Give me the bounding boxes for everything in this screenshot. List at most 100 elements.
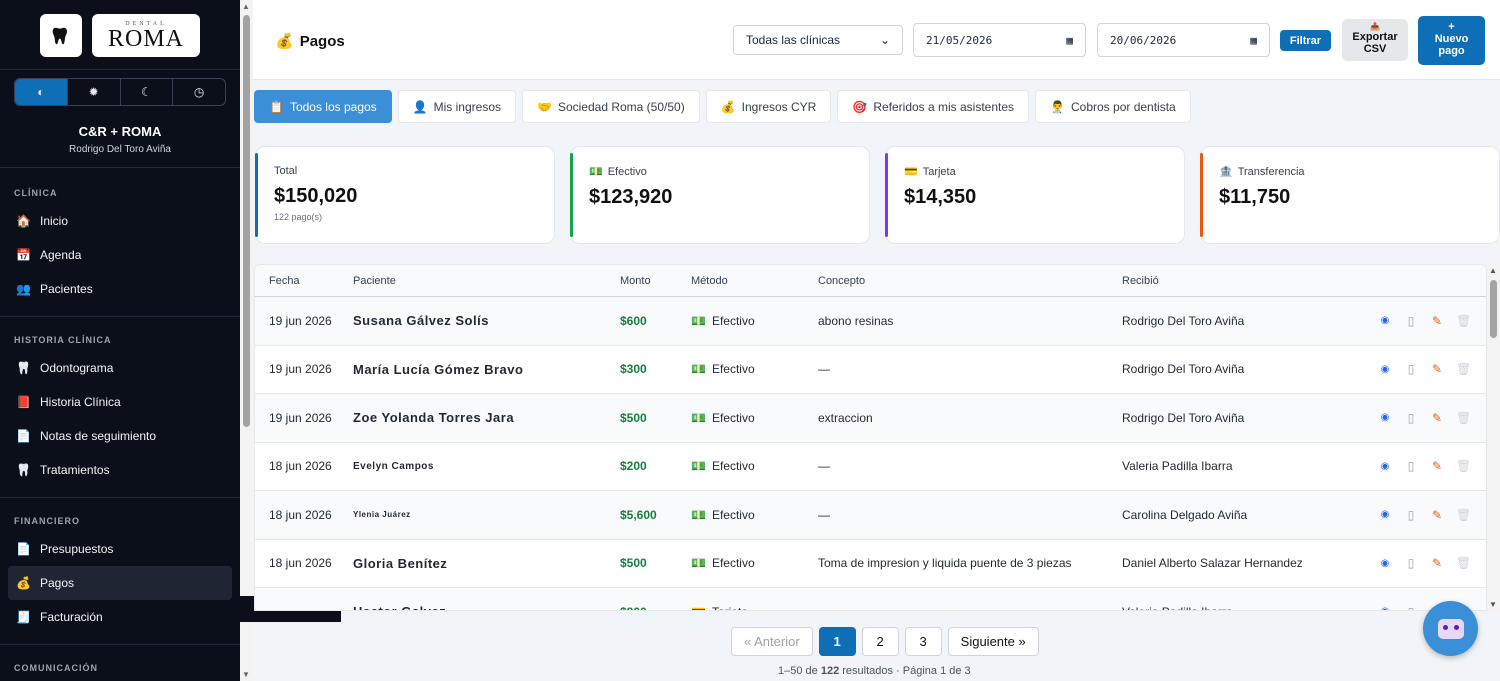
- trash-icon[interactable]: 🗑: [1456, 459, 1472, 474]
- sidebar-item-presupuestos[interactable]: 📄 Presupuestos: [0, 532, 240, 566]
- cell-paciente[interactable]: Gloria Benítez: [353, 555, 448, 571]
- prev-page-button[interactable]: « Anterior: [731, 627, 813, 656]
- tooth-logo[interactable]: [40, 14, 82, 57]
- receipt-icon[interactable]: ▯: [1407, 556, 1415, 571]
- export-csv-button[interactable]: 📤 Exportar CSV: [1342, 19, 1408, 61]
- table-row[interactable]: 18 jun 2026 Evelyn Campos $200 💵 Efectivo…: [255, 443, 1486, 491]
- header-monto[interactable]: Monto: [620, 274, 651, 287]
- date-from-input[interactable]: 21/05/2026 ▦: [913, 23, 1086, 57]
- scroll-down-icon[interactable]: ▼: [242, 670, 250, 679]
- trash-icon[interactable]: 🗑: [1456, 362, 1472, 377]
- sidebar-item-pagos[interactable]: 💰 Pagos: [8, 566, 232, 600]
- sidebar-item-pacientes[interactable]: 👥 Pacientes: [0, 272, 240, 306]
- view-icon[interactable]: ◉: [1380, 509, 1390, 521]
- edit-pencil-icon[interactable]: ✎: [1431, 410, 1443, 425]
- scroll-down-icon[interactable]: ▼: [1489, 600, 1497, 609]
- table-row[interactable]: 19 jun 2026 Zoe Yolanda Torres Jara $500…: [255, 394, 1486, 443]
- scrollbar-thumb[interactable]: [243, 15, 250, 427]
- header-concepto[interactable]: Concepto: [818, 274, 866, 287]
- table-row[interactable]: 19 jun 2026 Susana Gálvez Solís $600 💵 Ef…: [255, 297, 1486, 346]
- sidebar-item-facturacion[interactable]: 🧾 Facturación: [0, 600, 240, 634]
- sidebar-scrollbar[interactable]: ▲ ▼: [240, 0, 253, 681]
- tab-cobros-dentista[interactable]: 👨‍⚕️ Cobros por dentista: [1035, 90, 1191, 123]
- cell-paciente[interactable]: Zoe Yolanda Torres Jara: [353, 410, 515, 426]
- cell-paciente[interactable]: Evelyn Campos: [353, 460, 434, 472]
- cell-metodo: 💵 Efectivo: [691, 362, 755, 377]
- table-row[interactable]: 18 jun 2026 Ylenia Juárez $5,600 💵 Efecti…: [255, 491, 1486, 540]
- table-row[interactable]: 18 jun 2026 Gloria Benítez $500 💵 Efectiv…: [255, 540, 1486, 588]
- theme-dark-button[interactable]: ☾: [121, 79, 174, 105]
- header-recibio[interactable]: Recibió: [1122, 274, 1159, 287]
- receipt-icon[interactable]: ▯: [1407, 507, 1415, 522]
- view-icon[interactable]: ◉: [1380, 460, 1390, 472]
- sidebar-item-historia-clinica[interactable]: 📕 Historia Clínica: [0, 385, 240, 419]
- page-3-button[interactable]: 3: [904, 627, 942, 656]
- cell-paciente[interactable]: Ylenia Juárez: [353, 510, 411, 520]
- scroll-up-icon[interactable]: ▲: [1489, 266, 1497, 275]
- table-row[interactable]: 19 jun 2026 María Lucía Gómez Bravo $300…: [255, 346, 1486, 394]
- cell-monto: $500: [620, 556, 647, 571]
- view-icon[interactable]: ◉: [1380, 315, 1390, 327]
- date-to-input[interactable]: 20/06/2026 ▦: [1097, 23, 1270, 57]
- receipt-icon[interactable]: ▯: [1407, 410, 1415, 425]
- trash-icon[interactable]: 🗑: [1456, 313, 1472, 328]
- trash-icon[interactable]: 🗑: [1456, 507, 1472, 522]
- sidebar-item-inicio[interactable]: 🏠 Inicio: [0, 204, 240, 238]
- view-icon[interactable]: ◉: [1380, 363, 1390, 375]
- tab-todos[interactable]: 📋 Todos los pagos: [254, 90, 392, 123]
- tab-referidos[interactable]: 🎯 Referidos a mis asistentes: [837, 90, 1030, 123]
- receipt-icon[interactable]: ▯: [1404, 605, 1418, 610]
- edit-pencil-icon[interactable]: ✎: [1431, 556, 1443, 571]
- filter-button[interactable]: Filtrar: [1280, 30, 1331, 51]
- new-payment-button[interactable]: + Nuevo pago: [1418, 16, 1485, 65]
- edit-pencil-icon[interactable]: ✎: [1431, 507, 1443, 522]
- table-row[interactable]: Hector Galvez $800 💳Tarjeta Valeria Padi…: [255, 588, 1486, 610]
- tab-ingresos-cyr[interactable]: 💰 Ingresos CYR: [705, 90, 832, 123]
- edit-pencil-icon[interactable]: ✎: [1431, 313, 1443, 328]
- tab-mis-ingresos[interactable]: 👤 Mis ingresos: [397, 90, 516, 123]
- edit-pencil-icon[interactable]: ✎: [1431, 459, 1443, 474]
- calendar-icon[interactable]: ▦: [1250, 33, 1257, 47]
- scrollbar-thumb[interactable]: [1490, 280, 1497, 338]
- cell-paciente[interactable]: María Lucía Gómez Bravo: [353, 361, 524, 377]
- header-metodo[interactable]: Método: [691, 274, 728, 287]
- assistant-bot-button[interactable]: [1423, 601, 1478, 656]
- sidebar-item-odontograma[interactable]: 🦷 Odontograma: [0, 351, 240, 385]
- theme-light-button[interactable]: ✹: [68, 79, 121, 105]
- view-icon[interactable]: ◉: [1378, 606, 1392, 610]
- trash-icon[interactable]: 🗑: [1456, 410, 1472, 425]
- cell-concepto: abono resinas: [818, 313, 894, 328]
- theme-schedule-button[interactable]: ◷: [193, 85, 205, 99]
- header-fecha[interactable]: Fecha: [269, 274, 300, 287]
- users-icon: 👥: [16, 282, 31, 296]
- view-icon[interactable]: ◉: [1380, 412, 1390, 424]
- receipt-icon[interactable]: ▯: [1407, 313, 1415, 328]
- receipt-icon[interactable]: ▯: [1407, 362, 1415, 377]
- cell-paciente[interactable]: Hector Galvez: [353, 604, 620, 610]
- page-2-button[interactable]: 2: [861, 627, 899, 656]
- section-title-historia: HISTORIA CLÍNICA: [14, 335, 112, 345]
- cell-paciente[interactable]: Susana Gálvez Solís: [353, 313, 489, 329]
- target-icon: 🎯: [852, 99, 868, 114]
- dental-roma-logo[interactable]: DENTAL ROMA: [92, 14, 200, 57]
- card-value: $150,020: [274, 185, 358, 207]
- scroll-up-icon[interactable]: ▲: [242, 2, 250, 11]
- sidebar-item-notas[interactable]: 📄 Notas de seguimiento: [0, 419, 240, 453]
- sidebar-item-agenda[interactable]: 📅 Agenda: [0, 238, 240, 272]
- section-title-clinica: CLÍNICA: [14, 188, 58, 198]
- sidebar-item-tratamientos[interactable]: 🦷 Tratamientos: [0, 453, 240, 487]
- header-paciente[interactable]: Paciente: [353, 274, 396, 287]
- tab-sociedad-roma[interactable]: 🤝 Sociedad Roma (50/50): [522, 90, 700, 123]
- edit-pencil-icon[interactable]: ✎: [1431, 362, 1443, 377]
- next-page-button[interactable]: Siguiente »: [947, 627, 1039, 656]
- clinic-select[interactable]: Todas las clínicas ⌄: [733, 25, 903, 55]
- page-1-button[interactable]: 1: [818, 627, 856, 656]
- theme-auto-button[interactable]: ◐: [15, 79, 68, 105]
- table-scrollbar[interactable]: ▲ ▼: [1487, 264, 1500, 611]
- trash-icon[interactable]: 🗑: [1456, 556, 1472, 571]
- view-icon[interactable]: ◉: [1380, 557, 1390, 569]
- receipt-icon[interactable]: ▯: [1407, 459, 1415, 474]
- card-value: $14,350: [904, 186, 977, 208]
- credit-card-icon: 💳: [904, 166, 918, 178]
- calendar-icon[interactable]: ▦: [1066, 33, 1073, 47]
